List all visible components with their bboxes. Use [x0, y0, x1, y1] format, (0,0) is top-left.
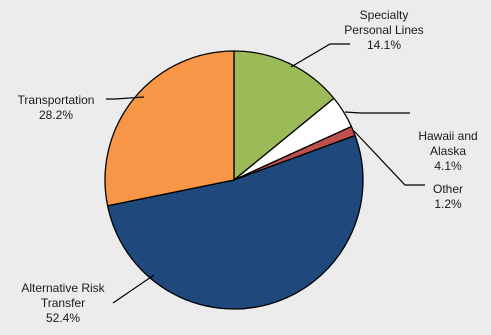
- slice-name-label: Transportation: [18, 93, 95, 107]
- slice-name-label: Alternative Risk: [21, 281, 105, 295]
- slice-value-label: 1.2%: [434, 197, 462, 211]
- slice-name-label: Specialty: [360, 8, 409, 22]
- slice-name-label: Other: [433, 182, 463, 196]
- slice-value-label: 52.4%: [46, 311, 80, 325]
- pie-slice: [104, 50, 235, 207]
- leader-line: [344, 111, 410, 114]
- leader-line: [112, 274, 155, 304]
- pie-slice: [233, 50, 335, 181]
- leader-line: [353, 130, 425, 186]
- slice-name-label: Transfer: [41, 296, 85, 310]
- slice-name-label: Personal Lines: [344, 23, 423, 37]
- leader-line: [106, 96, 145, 100]
- pie-slice: [106, 134, 364, 310]
- slice-value-label: 28.2%: [39, 108, 73, 122]
- slice-name-label: Alaska: [430, 144, 466, 158]
- slice-value-label: 4.1%: [434, 159, 462, 173]
- slice-value-label: 14.1%: [367, 38, 401, 52]
- leader-line: [290, 43, 350, 68]
- slice-name-label: Hawaii and: [418, 129, 477, 143]
